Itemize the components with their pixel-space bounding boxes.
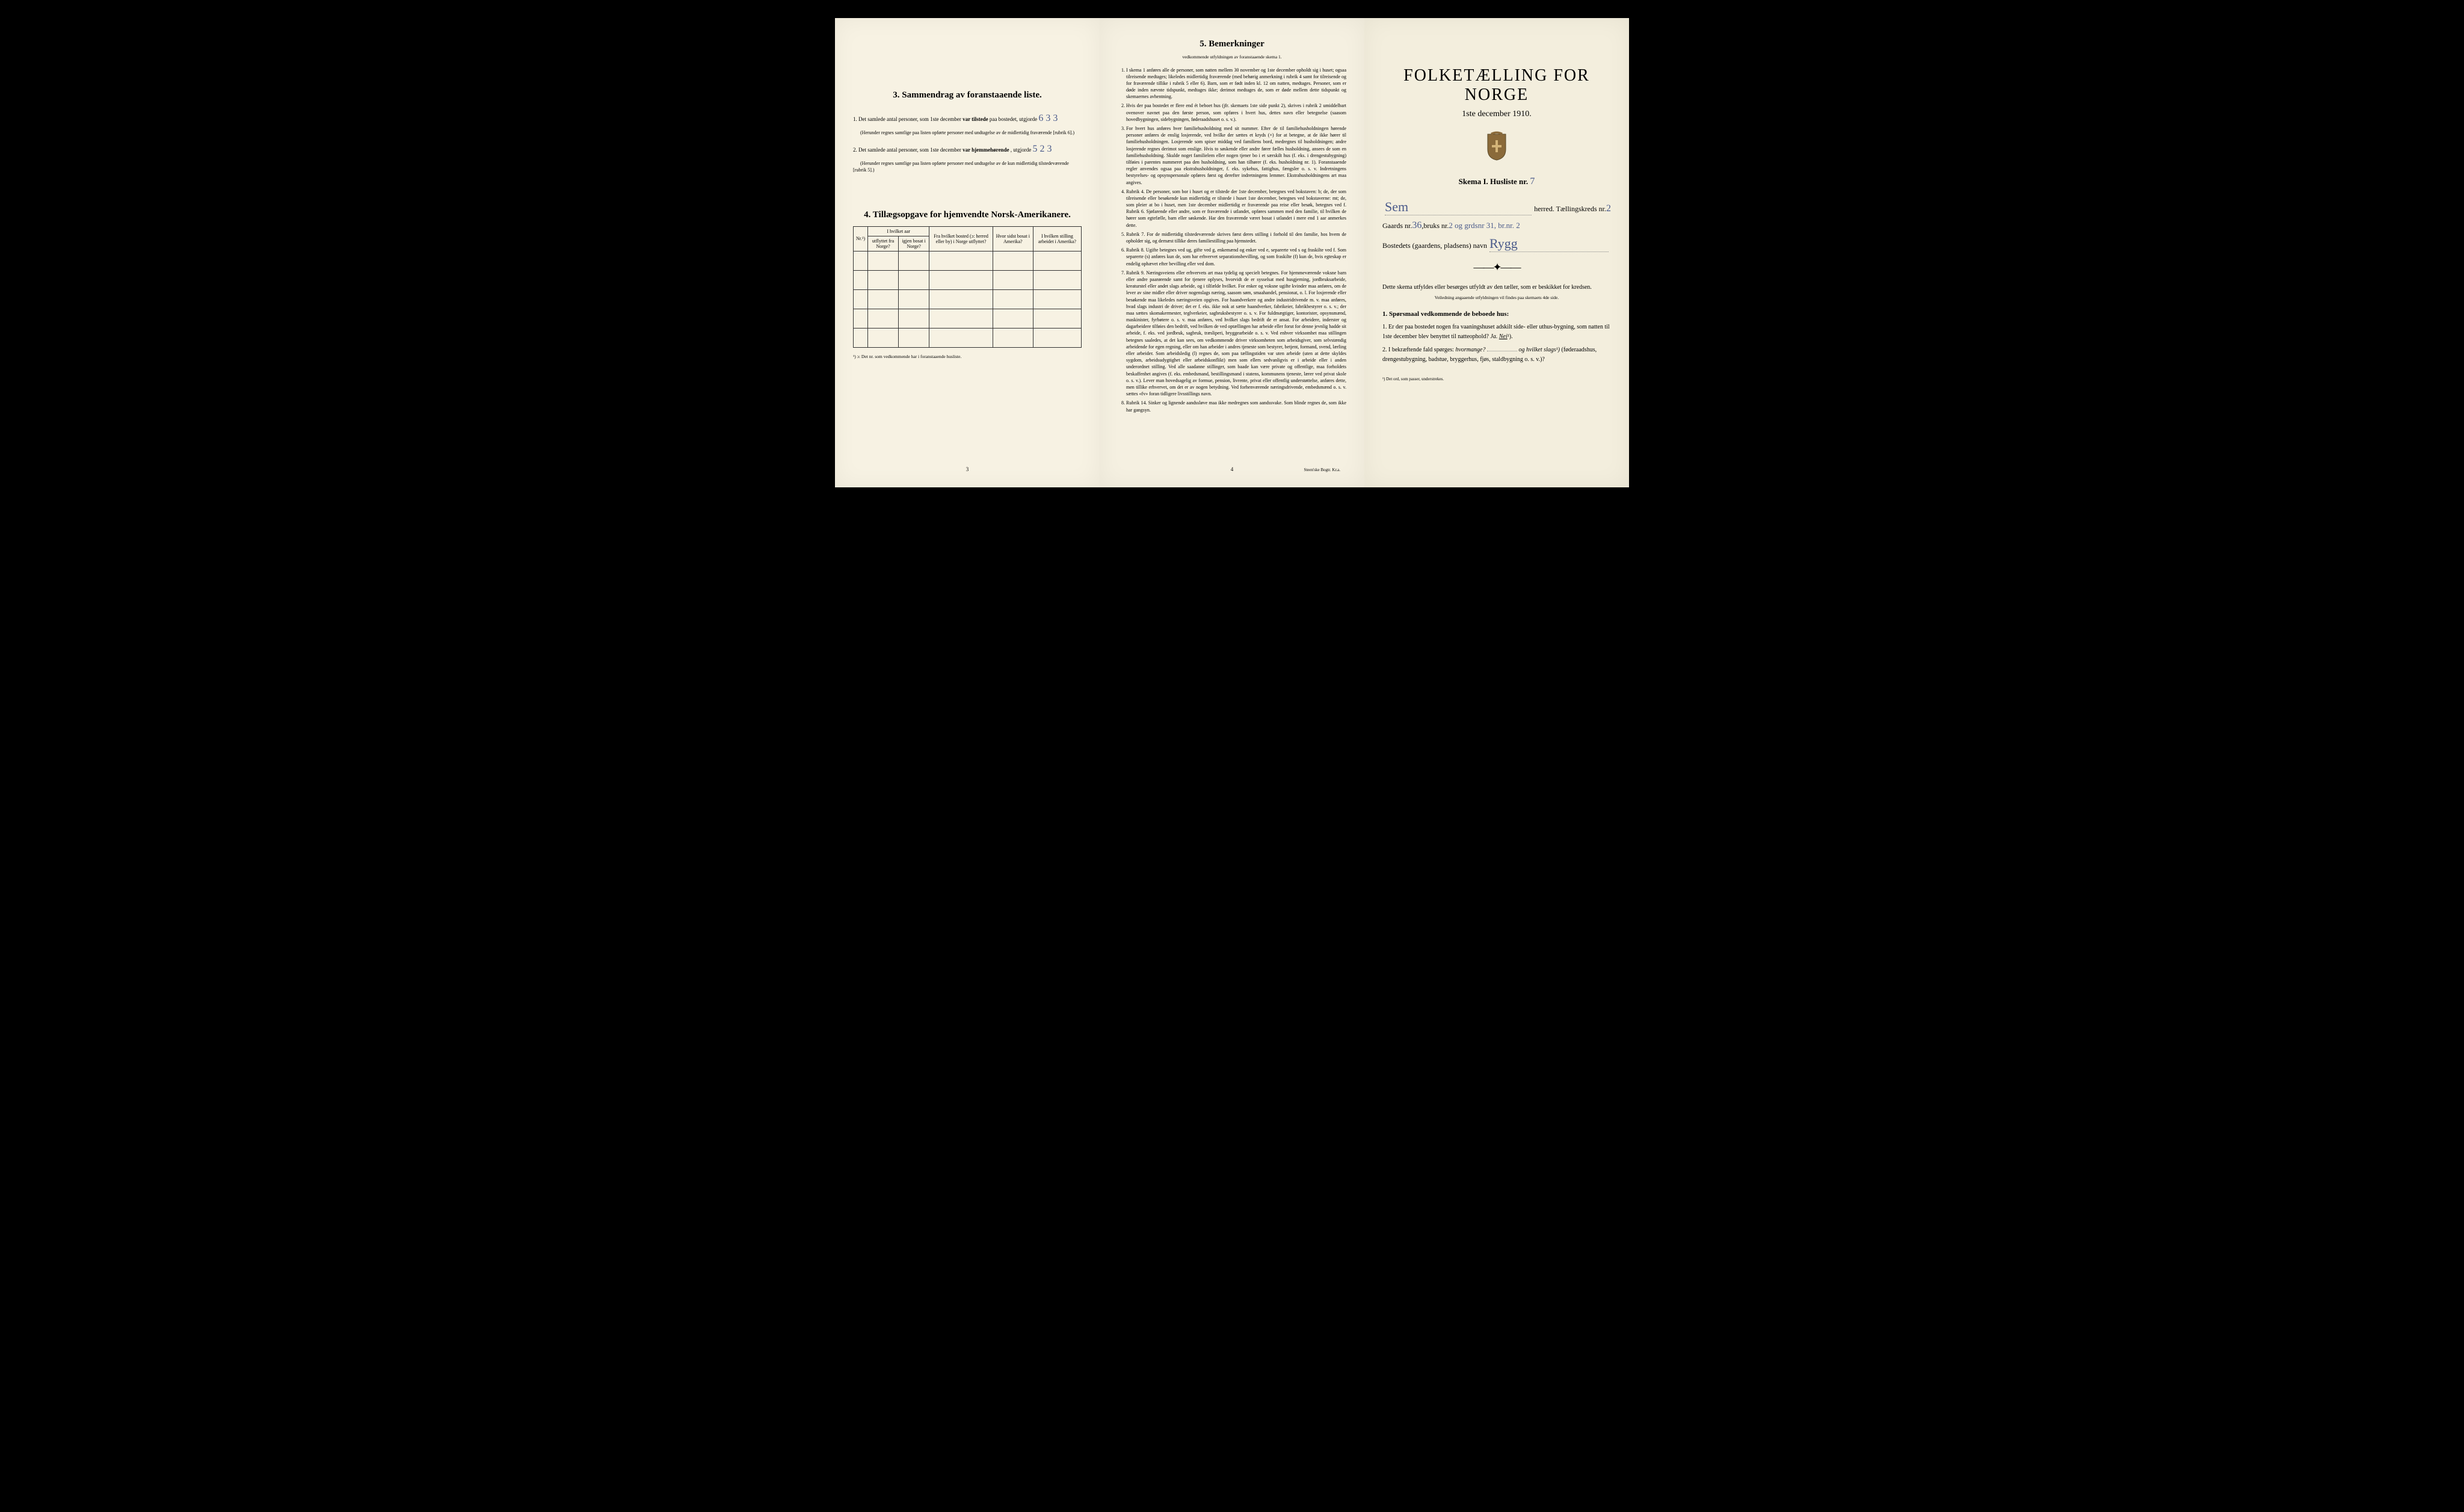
item-2: 2. Det samlede antal personer, som 1ste … (853, 142, 1082, 156)
question-2: 2. I bekræftende fald spørges: hvormange… (1382, 345, 1611, 365)
bosted-line: Bostedets (gaardens, pladsens) navn Rygg (1382, 236, 1611, 252)
list-item: For hvert hus anføres hver familiehushol… (1126, 125, 1346, 186)
th-utflyttet: utflyttet fra Norge? (868, 236, 899, 251)
census-document: 3. Sammendrag av foranstaaende liste. 1.… (835, 18, 1629, 487)
bemerkninger-list: I skema 1 anføres alle de personer, som … (1126, 67, 1346, 413)
th-aar: I hvilket aar (868, 226, 929, 236)
kreds-nr: 2 (1606, 203, 1611, 214)
amerika-table: Nr.¹) I hvilket aar Fra hvilket bosted (… (853, 226, 1082, 348)
item-1-note: (Herunder regnes samtlige paa listen opf… (853, 129, 1082, 136)
list-item: Rubrik 4. De personer, som bor i huset o… (1126, 188, 1346, 229)
question-title: 1. Spørsmaal vedkommende de beboede hus: (1382, 310, 1611, 318)
page-number: 4 (1231, 466, 1234, 472)
ornament: ――✦―― (1382, 261, 1611, 274)
info-sub: Veiledning angaaende utfyldningen vil fi… (1382, 295, 1611, 301)
footnote: ¹) Det ord, som passer, understrekes. (1382, 377, 1611, 381)
main-title: FOLKETÆLLING FOR NORGE (1382, 66, 1611, 105)
value-hjemme: 5 2 3 (1032, 144, 1052, 154)
page-number: 3 (966, 466, 969, 472)
list-item: Hvis der paa bostedet er flere end ét be… (1126, 102, 1346, 123)
th-bosted: Fra hvilket bosted (ɔ: herred eller by) … (929, 226, 993, 251)
table-row (854, 328, 1082, 347)
page-2: 5. Bemerkninger vedkommende utfyldningen… (1100, 18, 1364, 487)
table-row (854, 270, 1082, 289)
page-1: 3. Sammendrag av foranstaaende liste. 1.… (835, 18, 1100, 487)
th-stilling: I hvilken stilling arbeidet i Amerika? (1033, 226, 1081, 251)
table-footnote: ¹) ɔ: Det nr. som vedkommende har i fora… (853, 354, 1082, 360)
th-bosat: igjen bosat i Norge? (899, 236, 929, 251)
section-5-sub: vedkommende utfyldningen av foranstaaend… (1118, 54, 1346, 61)
gaards-line: Gaards nr. 36, bruks nr. 2 og grdsnr 31,… (1382, 220, 1611, 231)
skema-line: Skema I. Husliste nr. 7 (1382, 176, 1611, 187)
bruks-nr: 2 og grdsnr 31, br.nr. 2 (1449, 221, 1520, 230)
item-2-note: (Herunder regnes samtlige paa listen opf… (853, 160, 1082, 173)
table-row (854, 309, 1082, 328)
table-row (854, 289, 1082, 309)
info-text: Dette skema utfyldes eller besørges utfy… (1382, 283, 1611, 292)
shield-icon (1485, 131, 1509, 161)
coat-of-arms (1382, 131, 1611, 164)
th-amerika: Hvor sidst bosat i Amerika? (993, 226, 1033, 251)
bosted-value: Rygg (1489, 236, 1609, 252)
section-4-title: 4. Tillægsopgave for hjemvendte Norsk-Am… (853, 210, 1082, 220)
subtitle: 1ste december 1910. (1382, 110, 1611, 119)
list-item: Rubrik 7. For de midlertidig tilstedevær… (1126, 231, 1346, 244)
th-nr: Nr.¹) (854, 226, 868, 251)
table-row (854, 251, 1082, 270)
printer-mark: Steen'ske Bogtr. Kr.a. (1304, 467, 1340, 472)
answer-nei: Nei (1499, 333, 1508, 340)
section-5-title: 5. Bemerkninger (1118, 39, 1346, 49)
list-item: Rubrik 14. Sinker og lignende aandssløve… (1126, 400, 1346, 413)
gaards-nr: 36 (1412, 220, 1421, 231)
herred-value: Sem (1385, 199, 1532, 215)
husliste-nr: 7 (1530, 176, 1535, 187)
value-tilstede: 6 3 3 (1038, 113, 1058, 123)
list-item: Rubrik 8. Ugifte betegnes ved ug, gifte … (1126, 247, 1346, 267)
question-1: 1. Er der paa bostedet nogen fra vaaning… (1382, 322, 1611, 342)
list-item: Rubrik 9. Næringsveiens eller erhvervets… (1126, 270, 1346, 398)
list-item: I skema 1 anføres alle de personer, som … (1126, 67, 1346, 100)
item-1: 1. Det samlede antal personer, som 1ste … (853, 111, 1082, 126)
herred-line: Sem herred. Tællingskreds nr. 2 (1382, 199, 1611, 215)
page-3: FOLKETÆLLING FOR NORGE 1ste december 191… (1364, 18, 1629, 487)
section-3-title: 3. Sammendrag av foranstaaende liste. (853, 90, 1082, 100)
